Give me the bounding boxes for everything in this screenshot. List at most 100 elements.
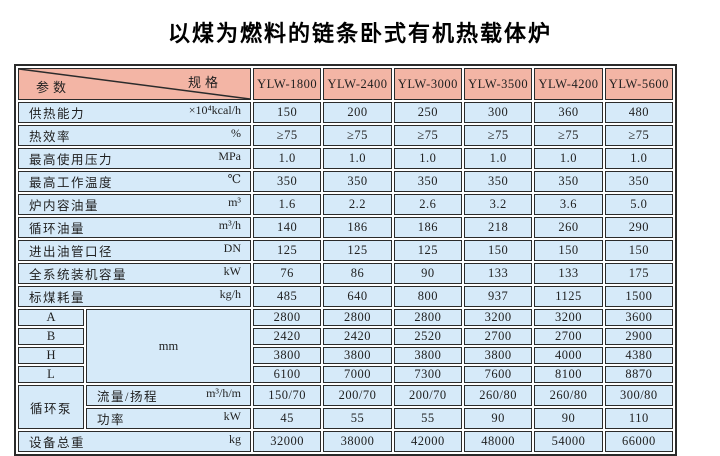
value-cell: 150 <box>604 240 673 261</box>
value-cell: 42000 <box>393 431 462 452</box>
model-header: YLW-1800 <box>253 68 322 100</box>
table-row: 热效率% ≥75 ≥75 ≥75 ≥75 ≥75 ≥75 <box>18 125 673 146</box>
value-cell: 133 <box>534 263 603 284</box>
param-label: 功率 <box>97 413 126 427</box>
dimension-label: B <box>18 328 84 345</box>
param-cell: 流量/扬程 m³/h/m <box>86 385 251 406</box>
value-cell: 133 <box>463 263 533 284</box>
dimension-label: H <box>18 347 84 364</box>
value-cell: 3800 <box>253 347 322 364</box>
value-cell: 45 <box>253 408 322 429</box>
table-row: 功率 kW 45 55 55 90 90 110 <box>18 408 673 429</box>
table-row: 炉内容油量 m³ 1.6 2.2 2.6 3.2 3.6 5.0 <box>18 194 673 215</box>
value-cell: 350 <box>253 171 322 192</box>
unit-label: m³ <box>228 195 241 209</box>
value-cell: 350 <box>604 171 673 192</box>
value-cell: 3200 <box>463 309 533 326</box>
value-cell: 150 <box>534 240 603 261</box>
table-row: 循环泵 流量/扬程 m³/h/m 150/70 200/70 200/70 260/80 26… <box>18 385 673 429</box>
param-cell: 炉内容油量 m³ <box>18 194 251 215</box>
unit-label: DN <box>223 241 241 255</box>
value-cell: 1500 <box>604 286 673 307</box>
page-title: 以煤为燃料的链条卧式有机热载体炉 <box>167 21 552 46</box>
value-cell: 3200 <box>534 309 603 326</box>
value-cell: 1.0 <box>253 148 322 169</box>
model-header: YLW-5600 <box>604 68 673 100</box>
param-cell: 进出油管口径 DN <box>18 240 251 261</box>
value-cell: 4380 <box>604 347 673 364</box>
value-cell: 54000 <box>534 431 603 452</box>
param-label: 炉内容油量 <box>29 199 100 213</box>
dimension-unit-cell: mm <box>86 309 251 383</box>
table-row: 设备总重 kg 32000 38000 42000 48000 54000 66000 <box>18 431 673 452</box>
value-cell: 7000 <box>323 366 392 383</box>
value-cell: 6100 <box>253 366 322 383</box>
table-row: 全系统装机容量 kW 76 86 90 133 133 175 <box>18 263 673 284</box>
param-label: 最高使用压力 <box>29 153 114 167</box>
value-cell: 350 <box>393 171 462 192</box>
value-cell: 8870 <box>604 366 673 383</box>
value-cell: 1.0 <box>534 148 603 169</box>
value-cell: 150 <box>463 240 533 261</box>
param-cell: 热效率% <box>18 125 251 146</box>
value-cell: 218 <box>463 217 533 238</box>
value-cell: 86 <box>323 263 392 284</box>
unit-label: ℃ <box>227 172 241 186</box>
param-label: 供热能力 <box>29 107 86 121</box>
value-cell: 250 <box>393 102 462 123</box>
value-cell: 7600 <box>463 366 533 383</box>
corner-spec-label: 规格 <box>187 75 222 90</box>
value-cell: 1.0 <box>463 148 533 169</box>
table-row: H 3800 3800 3800 3800 4000 4380 <box>18 347 673 364</box>
value-cell: 2800 <box>393 309 462 326</box>
table-row: 循环油量 m³/h 140 186 186 218 260 290 <box>18 217 673 238</box>
value-cell: 290 <box>604 217 673 238</box>
value-cell: 90 <box>393 263 462 284</box>
corner-cell: 规格 参数 <box>18 68 251 100</box>
model-header: YLW-2400 <box>323 68 392 100</box>
value-cell: 32000 <box>253 431 322 452</box>
value-cell: 2800 <box>323 309 392 326</box>
value-cell: 260/80 <box>534 385 603 406</box>
value-cell: 125 <box>253 240 322 261</box>
param-label: 循环油量 <box>29 222 86 236</box>
param-cell: 全系统装机容量 kW <box>18 263 251 284</box>
value-cell: 1.6 <box>253 194 322 215</box>
value-cell: 350 <box>323 171 392 192</box>
value-cell: 3.6 <box>534 194 603 215</box>
unit-label: ×10⁴kcal/h <box>188 103 241 117</box>
unit-label: m³/h <box>218 218 241 232</box>
value-cell: 66000 <box>604 431 673 452</box>
value-cell: 3800 <box>393 347 462 364</box>
param-label: 设备总重 <box>29 436 86 450</box>
param-label: 标煤耗量 <box>29 291 86 305</box>
value-cell: ≥75 <box>393 125 462 146</box>
value-cell: 110 <box>604 408 673 429</box>
value-cell: 55 <box>323 408 392 429</box>
value-cell: 1125 <box>534 286 603 307</box>
value-cell: 2520 <box>393 328 462 345</box>
value-cell: 175 <box>604 263 673 284</box>
table-row: 标煤耗量 kg/h 485 640 800 937 1125 1500 <box>18 286 673 307</box>
unit-label: MPa <box>218 149 241 163</box>
value-cell: 480 <box>604 102 673 123</box>
model-header: YLW-4200 <box>534 68 603 100</box>
table-row: L 6100 7000 7300 7600 8100 8870 <box>18 366 673 383</box>
value-cell: 2900 <box>604 328 673 345</box>
value-cell: 7300 <box>393 366 462 383</box>
unit-label: % <box>231 126 241 140</box>
value-cell: 2.2 <box>323 194 392 215</box>
value-cell: 3600 <box>604 309 673 326</box>
param-cell: 设备总重 kg <box>18 431 251 452</box>
value-cell: 55 <box>393 408 462 429</box>
value-cell: 937 <box>463 286 533 307</box>
unit-label: kW <box>223 409 241 423</box>
value-cell: 3800 <box>323 347 392 364</box>
value-cell: 90 <box>463 408 533 429</box>
value-cell: 200/70 <box>323 385 392 406</box>
param-label: 最高工作温度 <box>29 176 114 190</box>
corner-param-label: 参数 <box>36 80 71 95</box>
value-cell: ≥75 <box>604 125 673 146</box>
table-row: 最高工作温度 ℃ 350 350 350 350 350 350 <box>18 171 673 192</box>
dimension-label: A <box>18 309 84 326</box>
